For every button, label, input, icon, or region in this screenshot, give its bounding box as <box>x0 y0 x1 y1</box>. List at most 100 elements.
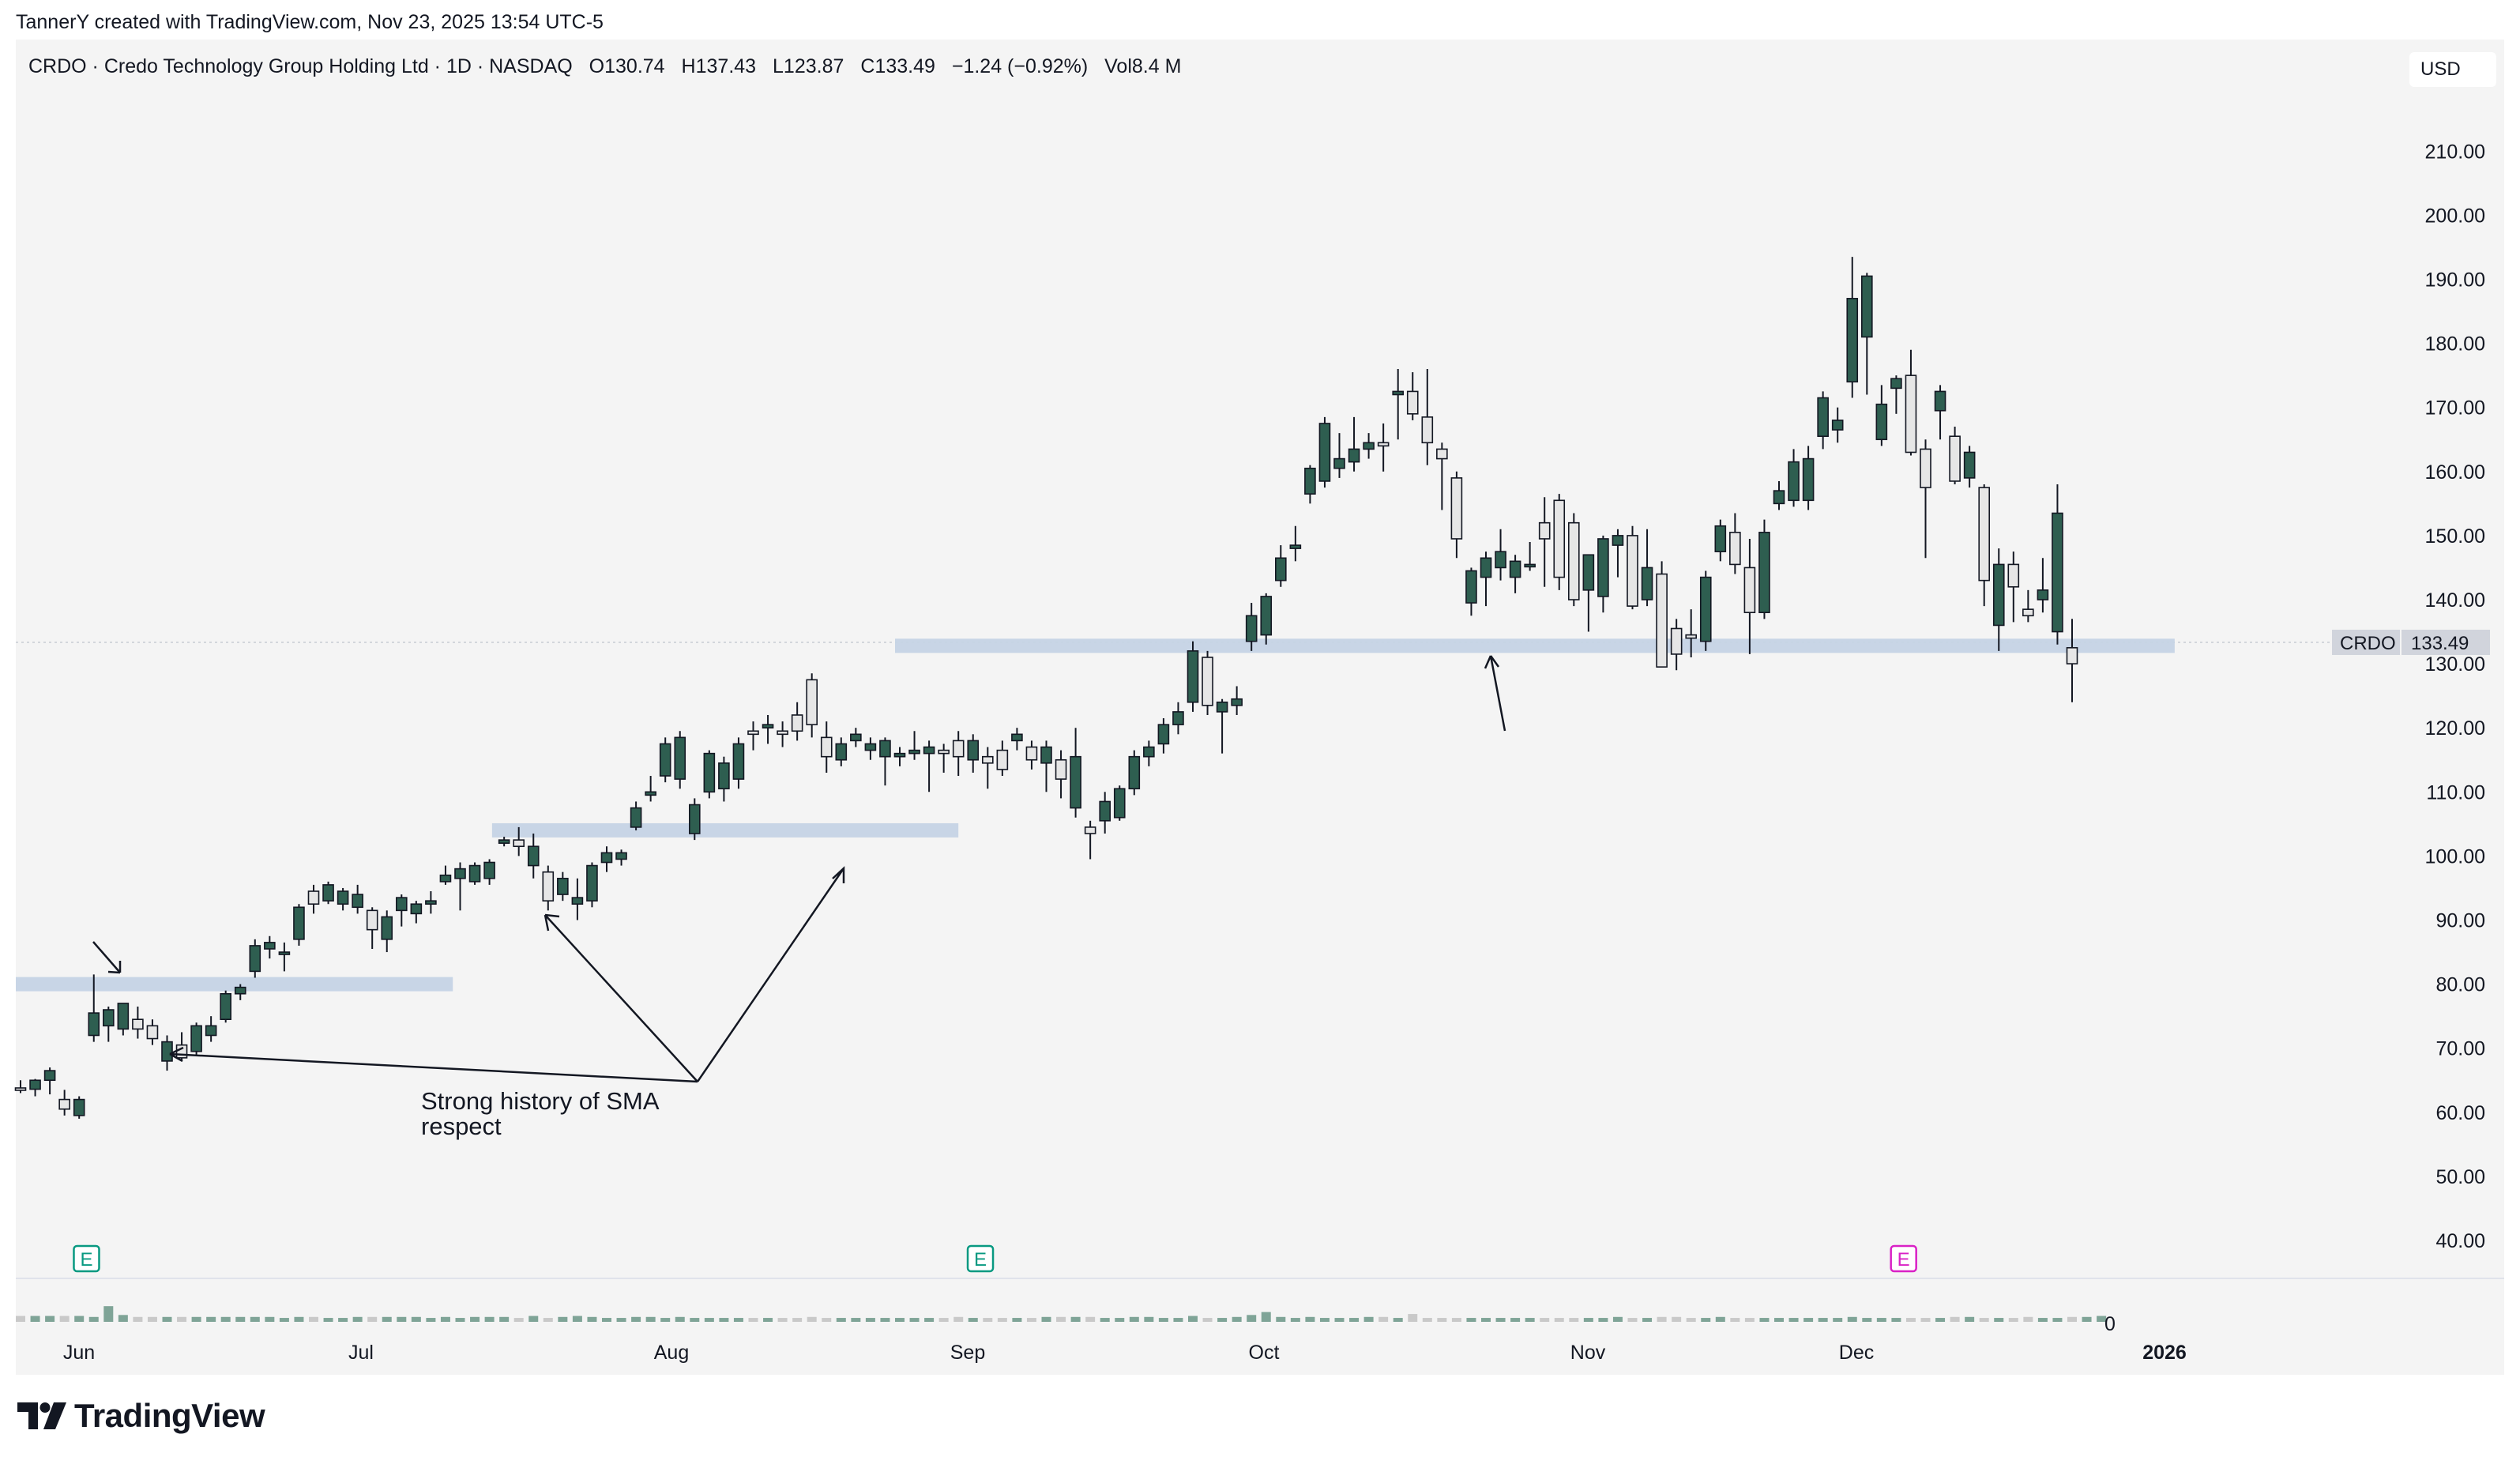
candle[interactable] <box>1978 484 1990 607</box>
candle[interactable] <box>1670 619 1683 671</box>
candle[interactable] <box>58 1090 70 1116</box>
candle[interactable] <box>1348 416 1360 472</box>
candle[interactable] <box>1055 750 1067 799</box>
candle[interactable] <box>791 702 803 741</box>
candle[interactable] <box>586 862 598 908</box>
candle[interactable] <box>220 990 232 1023</box>
annotation-arrow-left-up[interactable] <box>543 913 698 1082</box>
candle[interactable] <box>967 734 980 773</box>
candle[interactable] <box>1333 433 1345 478</box>
candle[interactable] <box>1450 471 1463 559</box>
candle[interactable] <box>352 884 363 914</box>
candle[interactable] <box>1963 446 1976 488</box>
candle[interactable] <box>1377 423 1390 472</box>
candle[interactable] <box>1934 385 1946 440</box>
candle[interactable] <box>1245 603 1258 651</box>
candle[interactable] <box>1363 433 1375 459</box>
candle[interactable] <box>718 756 730 802</box>
candle[interactable] <box>498 837 510 847</box>
annotation-arrow-left[interactable] <box>169 1046 698 1083</box>
candle[interactable] <box>1568 513 1580 607</box>
candle[interactable] <box>952 731 965 777</box>
candle[interactable] <box>132 1006 144 1039</box>
candle[interactable] <box>1992 548 2005 651</box>
candle[interactable] <box>1392 369 1404 440</box>
candle[interactable] <box>1172 702 1184 735</box>
candle[interactable] <box>161 1035 173 1071</box>
candle[interactable] <box>1480 551 1492 607</box>
candle[interactable] <box>1318 416 1331 488</box>
candle[interactable] <box>103 1006 115 1042</box>
candle[interactable] <box>1143 740 1155 766</box>
candle[interactable] <box>1582 554 1595 632</box>
candle[interactable] <box>146 1019 159 1045</box>
candle[interactable] <box>293 904 305 946</box>
candle[interactable] <box>1846 257 1859 398</box>
currency-button[interactable]: USD <box>2409 52 2496 87</box>
candle[interactable] <box>645 776 656 802</box>
candle[interactable] <box>1802 446 1815 510</box>
candle[interactable] <box>1304 465 1316 504</box>
candle[interactable] <box>234 984 246 1000</box>
candle[interactable] <box>1920 439 1931 559</box>
candle[interactable] <box>1627 525 1638 610</box>
candle[interactable] <box>879 737 891 786</box>
candle[interactable] <box>43 1067 56 1095</box>
candle[interactable] <box>1656 561 1668 668</box>
candle[interactable] <box>454 862 466 911</box>
candle[interactable] <box>117 1003 130 1036</box>
candle[interactable] <box>439 865 452 885</box>
sma-zone-1[interactable] <box>16 977 453 992</box>
candle[interactable] <box>1099 792 1111 834</box>
candle[interactable] <box>2037 558 2049 613</box>
candle[interactable] <box>1495 529 1506 581</box>
candle[interactable] <box>1011 728 1023 751</box>
candle[interactable] <box>659 737 671 783</box>
candle[interactable] <box>571 878 584 920</box>
candle[interactable] <box>1231 686 1243 715</box>
candle[interactable] <box>777 721 788 747</box>
candle[interactable] <box>762 714 774 744</box>
earnings-marker-icon[interactable]: E <box>966 1244 995 1273</box>
candle[interactable] <box>1113 785 1126 821</box>
candle[interactable] <box>1436 442 1448 510</box>
candle[interactable] <box>1685 609 1697 657</box>
candle[interactable] <box>264 935 276 959</box>
candle[interactable] <box>1890 375 1902 414</box>
candle[interactable] <box>1275 545 1287 587</box>
candle[interactable] <box>1788 449 1800 507</box>
candle[interactable] <box>29 1078 41 1097</box>
candle[interactable] <box>893 747 906 766</box>
candle[interactable] <box>1509 555 1521 593</box>
candle[interactable] <box>1729 513 1741 574</box>
candle[interactable] <box>1875 385 1888 446</box>
candle[interactable] <box>410 901 423 924</box>
candle[interactable] <box>982 747 994 789</box>
candle[interactable] <box>1743 538 1756 654</box>
candle[interactable] <box>1831 407 1844 443</box>
candle[interactable] <box>1641 529 1653 607</box>
candle[interactable] <box>806 673 818 738</box>
candle[interactable] <box>1187 641 1199 712</box>
candle[interactable] <box>366 907 378 949</box>
candle[interactable] <box>190 1022 202 1055</box>
candle[interactable] <box>1040 740 1052 792</box>
earnings-marker-icon[interactable]: E <box>73 1244 100 1273</box>
candle[interactable] <box>73 1096 85 1119</box>
candle[interactable] <box>1406 372 1419 420</box>
candle[interactable] <box>630 801 642 830</box>
candle[interactable] <box>337 887 349 911</box>
candle[interactable] <box>1157 718 1170 754</box>
candle[interactable] <box>1070 728 1081 818</box>
candle[interactable] <box>278 942 291 972</box>
candle[interactable] <box>1289 525 1302 562</box>
candle[interactable] <box>1465 567 1477 616</box>
candle[interactable] <box>307 884 320 914</box>
candle[interactable] <box>381 910 393 953</box>
candle[interactable] <box>1817 391 1829 450</box>
candle[interactable] <box>249 939 261 978</box>
candle[interactable] <box>908 731 920 760</box>
candle[interactable] <box>732 737 745 789</box>
candle[interactable] <box>1421 369 1434 465</box>
earnings-marker-icon[interactable]: E <box>1890 1244 1917 1273</box>
